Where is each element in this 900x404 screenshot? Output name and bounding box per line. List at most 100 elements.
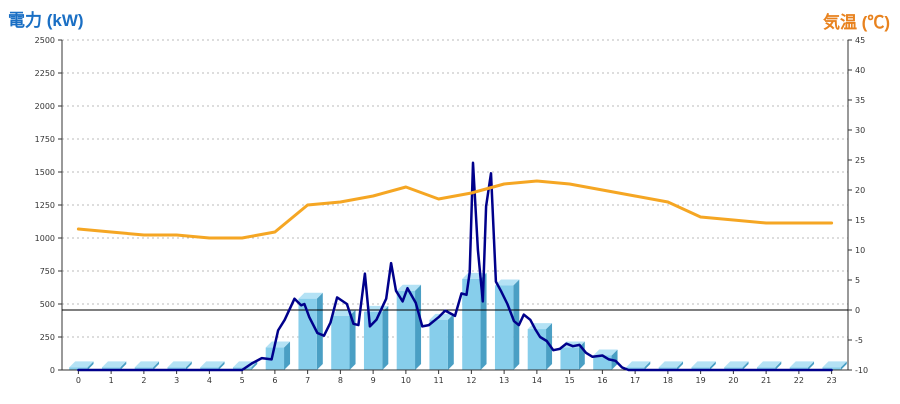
bar-front	[363, 311, 383, 370]
x-tick-label: 14	[532, 376, 542, 385]
right-tick-label: 30	[855, 126, 865, 135]
bar	[298, 292, 323, 370]
left-tick-label: 2000	[35, 102, 55, 111]
bar-front	[200, 367, 219, 370]
bar-top	[724, 361, 749, 368]
bar-front	[560, 347, 579, 370]
bar-top	[822, 361, 847, 368]
bar-top	[396, 284, 422, 291]
bar-top	[265, 341, 291, 348]
left-tick-label: 1250	[35, 201, 55, 210]
bar-side	[742, 361, 749, 370]
x-tick-label: 16	[597, 376, 607, 385]
x-tick-label: 3	[174, 376, 179, 385]
x-tick-label: 9	[371, 376, 376, 385]
bar-side	[677, 361, 684, 370]
bar-front	[527, 329, 547, 370]
bar-top	[298, 292, 323, 299]
bar-front	[69, 367, 88, 370]
x-tick-label: 2	[141, 376, 146, 385]
bar-side	[284, 341, 291, 370]
bar	[494, 279, 520, 370]
bar-side	[120, 361, 127, 370]
x-tick-label: 19	[696, 376, 706, 385]
x-tick-label: 11	[434, 376, 444, 385]
right-tick-label: 10	[855, 246, 865, 255]
bar-front	[756, 367, 776, 370]
bar-top	[494, 279, 520, 286]
right-tick-label: 45	[855, 36, 865, 45]
right-tick-label: 15	[855, 216, 865, 225]
bar-front	[789, 367, 809, 370]
bar-front	[265, 347, 285, 370]
left-tick-label: 250	[40, 333, 55, 342]
bar	[756, 361, 782, 370]
bar-side	[185, 361, 192, 370]
bar-side	[513, 279, 520, 370]
right-tick-label: 35	[855, 96, 865, 105]
power-line	[77, 161, 833, 372]
bar-top	[134, 361, 160, 368]
bar-top	[200, 361, 225, 368]
bar	[429, 313, 454, 370]
right-tick-label: -10	[855, 366, 868, 375]
x-tick-label: 18	[663, 376, 673, 385]
left-tick-label: 1000	[35, 234, 55, 243]
bar-front	[134, 367, 154, 370]
bar-front	[822, 367, 841, 370]
right-tick-label: -5	[855, 336, 863, 345]
bar-side	[709, 361, 716, 370]
bar-front	[593, 355, 612, 370]
x-tick-label: 8	[338, 376, 343, 385]
bar-side	[316, 292, 323, 370]
left-tick-label: 1750	[35, 135, 55, 144]
right-tick-label: 40	[855, 66, 865, 75]
x-tick-label: 13	[499, 376, 509, 385]
bar-side	[415, 284, 422, 370]
right-tick-label: 25	[855, 156, 865, 165]
bar	[625, 361, 651, 370]
bar	[527, 323, 553, 370]
left-tick-label: 2500	[35, 36, 55, 45]
bar	[167, 361, 192, 370]
left-tick-label: 750	[40, 267, 55, 276]
bar-front	[331, 315, 350, 370]
x-tick-label: 21	[761, 376, 771, 385]
bar-side	[775, 361, 782, 370]
bar-top	[789, 361, 815, 368]
bar	[101, 361, 127, 370]
bar-top	[756, 361, 782, 368]
right-tick-label: 0	[855, 306, 860, 315]
x-tick-label: 4	[207, 376, 212, 385]
bar-front	[167, 367, 186, 370]
bar-side	[644, 361, 651, 370]
bar-front	[298, 298, 317, 370]
x-tick-label: 1	[109, 376, 114, 385]
bar-front	[658, 367, 678, 370]
bar-top	[593, 349, 618, 356]
bar	[691, 361, 716, 370]
bar-side	[382, 305, 389, 370]
bar	[789, 361, 815, 370]
left-tick-label: 1500	[35, 168, 55, 177]
bar-side	[218, 361, 225, 370]
bar-front	[625, 367, 645, 370]
temperature-line	[76, 179, 834, 240]
left-tick-label: 2250	[35, 69, 55, 78]
x-tick-label: 0	[76, 376, 81, 385]
bar-side	[87, 361, 94, 370]
x-tick-label: 7	[305, 376, 310, 385]
bar-top	[691, 361, 716, 368]
bar-side	[840, 361, 847, 370]
x-tick-label: 20	[728, 376, 738, 385]
bar	[69, 361, 94, 370]
x-tick-label: 10	[401, 376, 411, 385]
bar-top	[101, 361, 127, 368]
bar-front	[429, 319, 448, 370]
x-tick-label: 12	[466, 376, 476, 385]
bar-front	[462, 278, 481, 370]
bar-top	[625, 361, 651, 368]
bar-top	[658, 361, 684, 368]
